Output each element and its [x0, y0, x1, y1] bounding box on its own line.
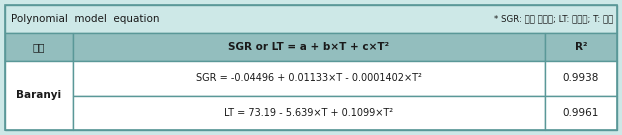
Bar [5, 61, 73, 130]
Text: R²: R² [575, 42, 587, 52]
Text: 모델: 모델 [33, 42, 45, 52]
Text: 0.9961: 0.9961 [563, 108, 599, 118]
Text: Polynomial  model  equation: Polynomial model equation [11, 14, 159, 24]
Bar [545, 61, 617, 95]
Bar [73, 33, 545, 61]
Text: SGR or LT = a + b×T + c×T²: SGR or LT = a + b×T + c×T² [228, 42, 389, 52]
Text: Baranyi: Baranyi [16, 90, 62, 100]
Text: LT = 73.19 - 5.639×T + 0.1099×T²: LT = 73.19 - 5.639×T + 0.1099×T² [225, 108, 394, 118]
Bar [73, 61, 545, 95]
Bar [5, 33, 73, 61]
Bar [73, 95, 545, 130]
Text: 0.9938: 0.9938 [563, 73, 599, 83]
Bar [5, 5, 617, 33]
Text: SGR = -0.04496 + 0.01133×T - 0.0001402×T²: SGR = -0.04496 + 0.01133×T - 0.0001402×T… [196, 73, 422, 83]
Bar [545, 33, 617, 61]
Text: * SGR: 최대 성장률; LT: 유도기; T: 온도: * SGR: 최대 성장률; LT: 유도기; T: 온도 [494, 14, 613, 23]
Bar [545, 95, 617, 130]
